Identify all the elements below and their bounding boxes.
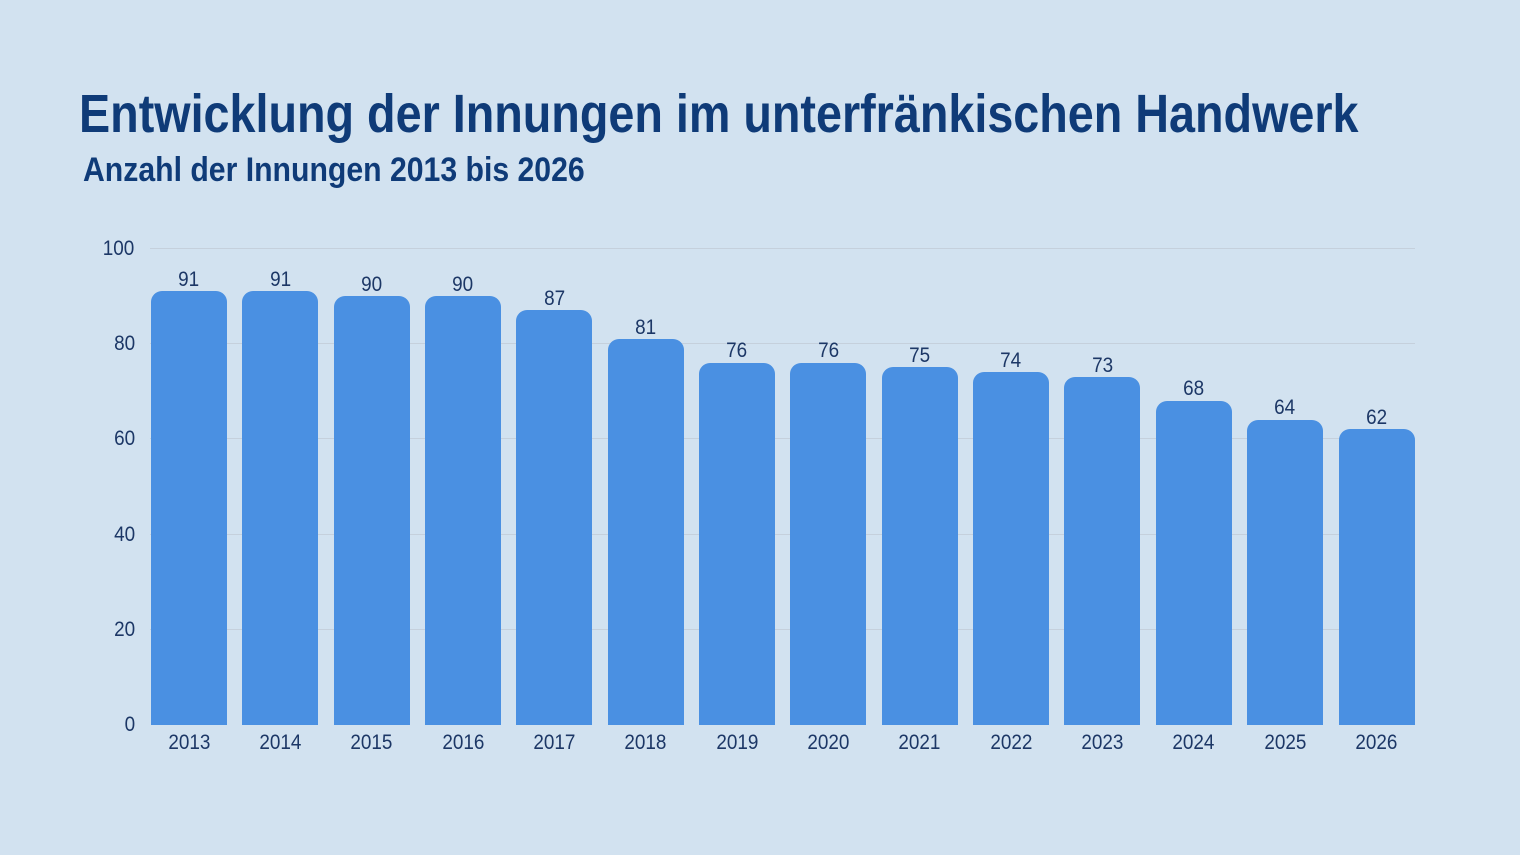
x-axis-tick-2024: 2024 [1172,731,1215,755]
x-axis-tick-2014: 2014 [259,731,302,755]
bar-2016 [425,295,502,725]
bar-2020 [790,362,867,725]
plot-area: 0 20 40 60 80 100 91 2013 91 2014 90 2015 90 2016 87 20… [103,200,1415,753]
bar-2017 [516,310,593,725]
y-axis-tick-100: 100 [102,236,135,260]
bar-value-2023: 73 [1091,353,1113,377]
chart-subtitle: Anzahl der Innungen 2013 bis 2026 [83,150,585,189]
x-axis-tick-2023: 2023 [1081,731,1124,755]
gridline-60 [150,438,1415,440]
y-axis-tick-20: 20 [113,617,135,641]
gridline-20 [150,628,1415,630]
bar-2018 [607,338,684,725]
y-axis-tick-40: 40 [113,522,135,546]
x-axis-tick-2025: 2025 [1264,731,1307,755]
x-axis-tick-2015: 2015 [350,731,393,755]
bar-2025 [1247,419,1324,725]
bar-2026 [1338,429,1415,725]
x-axis-tick-2026: 2026 [1355,731,1398,755]
x-axis-tick-2019: 2019 [716,731,759,755]
gridline-80 [150,343,1415,345]
bar-value-2022: 74 [1000,348,1022,372]
y-axis-tick-60: 60 [113,427,135,451]
bar-2023 [1064,376,1141,725]
bar-2013 [151,291,227,725]
bar-value-2018: 81 [635,315,657,339]
bar-value-2024: 68 [1183,377,1205,401]
gridline-40 [150,533,1415,535]
bar-2014 [242,291,319,725]
bar-value-2019: 76 [726,339,748,363]
bar-value-2025: 64 [1274,396,1296,420]
bar-2015 [333,295,410,725]
x-axis-tick-2020: 2020 [807,731,850,755]
bar-2022 [973,372,1050,725]
x-axis-tick-2017: 2017 [533,731,576,755]
x-axis-tick-2022: 2022 [990,731,1033,755]
y-axis-tick-0: 0 [124,713,136,737]
bar-value-2013: 91 [178,267,200,291]
bar-value-2026: 62 [1365,405,1388,429]
x-axis-tick-2016: 2016 [442,731,485,755]
gridline-100 [150,247,1415,249]
bar-2019 [699,362,776,725]
bar-value-2017: 87 [543,286,565,310]
bar-value-2015: 90 [361,272,383,296]
y-axis-tick-80: 80 [113,332,135,356]
x-axis-tick-2018: 2018 [624,731,667,755]
x-axis-tick-2013: 2013 [167,731,211,755]
bar-2021 [881,367,958,725]
bar-value-2014: 91 [269,267,291,291]
bar-2024 [1155,400,1232,725]
bar-value-2016: 90 [452,272,474,296]
chart-title: Entwicklung der Innungen im unterfränkis… [79,84,1359,144]
bar-value-2020: 76 [817,339,839,363]
bar-value-2021: 75 [909,344,931,368]
x-axis-tick-2021: 2021 [898,731,941,755]
